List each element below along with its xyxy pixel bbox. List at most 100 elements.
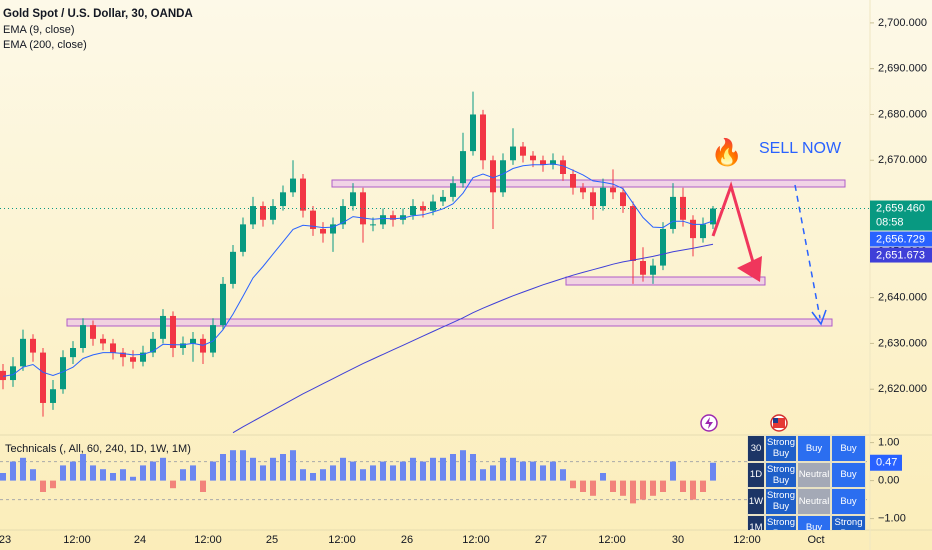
technicals-bar [330,465,336,481]
candle-body [360,192,366,225]
technicals-bar [90,465,96,481]
x-tick-label: 26 [401,534,413,546]
sell-arrow [711,181,759,277]
indicator-label: EMA (9, close) [3,24,75,36]
candle-body [520,146,526,156]
flag-canton [773,418,778,423]
technicals-bar [450,454,456,481]
x-tick-label: 25 [266,534,278,546]
x-tick-label: 12:00 [733,534,761,546]
candle-body [310,210,316,229]
technicals-bar [290,450,296,481]
candle-body [600,187,606,207]
technicals-bar [220,454,226,481]
technicals-bar [540,465,546,481]
target-arrow [794,184,821,319]
technicals-bar [560,469,566,481]
x-tick-label: 12:00 [462,534,490,546]
technicals-bar [430,457,436,481]
candle-body [350,192,356,207]
candle-body [610,187,616,193]
technicals-bar [80,454,86,481]
price-tag-label: 2,656.729 [876,233,925,245]
table-cell: Neutral [797,488,831,515]
candle-body [80,325,86,348]
technicals-bar [180,469,186,481]
table-cell: Strong Buy [765,435,797,462]
technicals-bar [610,480,616,492]
technicals-bar [480,469,486,481]
table-cell: 1D [747,461,765,488]
lightning [705,417,713,429]
y-tick-label: 2,680.000 [878,108,927,120]
x-tick-label: 12:00 [63,534,91,546]
candle-body [0,370,6,381]
technicals-bar [170,480,176,489]
technicals-bar [270,457,276,481]
candle-body [630,206,636,261]
table-cell: Strong Buy [765,461,797,488]
technicals-bar [390,465,396,481]
technicals-bar [70,461,76,481]
technicals-title: Technicals (, All, 60, 240, 1D, 1W, 1M) [5,443,191,455]
technicals-bar [500,457,506,481]
candle-body [420,206,426,211]
candle-body [490,160,496,193]
candle-body [90,325,96,339]
price-tag-label: 2,659.460 [876,202,925,214]
candle-body [110,343,116,353]
technicals-bar [710,462,716,481]
technicals-bar [60,465,66,481]
technicals-bar [420,461,426,481]
technicals-bar [0,473,6,481]
technicals-bar [280,454,286,481]
technicals-bar [100,469,106,481]
technicals-bar [670,461,676,481]
technicals-bar [630,480,636,504]
x-tick-label: 27 [535,534,547,546]
technicals-bar [690,480,696,500]
technicals-bar [410,457,416,481]
price-tag [870,200,932,231]
technicals-bar [140,465,146,481]
y-tick-label: 2,670.000 [878,154,927,166]
x-tick-label: 12:00 [328,534,356,546]
technicals-bar [40,480,46,492]
technicals-bar [460,450,466,481]
candle-body [560,160,566,174]
table-cell: Neutral [797,461,831,488]
technicals-bar [350,461,356,481]
candle-body [440,196,446,202]
technicals-bar [200,480,206,492]
price-tag [870,247,932,263]
y-tick-label: 2,690.000 [878,63,927,75]
table-cell: Buy [831,461,866,488]
technicals-bar [30,469,36,481]
technicals-bar [620,480,626,496]
candle-body [250,206,256,225]
technicals-bar [20,457,26,481]
candle-body [50,389,56,403]
technicals-bar [120,469,126,481]
technicals-bar [150,461,156,481]
candle-body [510,146,516,161]
candle-body [220,283,226,326]
indicator-label: EMA (200, close) [3,39,87,51]
sell-now-label: SELL NOW [759,140,842,157]
technicals-bar [250,457,256,481]
candle-body [450,183,456,197]
candle-body [700,224,706,239]
technicals-bar [530,461,536,481]
candle-body [30,338,36,353]
candle-body [670,196,676,229]
technicals-bar [190,465,196,481]
candle-body [620,192,626,207]
technicals-bar [400,461,406,481]
table-cell: 1W [747,488,765,515]
fire-icon: 🔥 [711,137,743,167]
candle-body [550,160,556,165]
technicals-bar [360,469,366,481]
candle-body [460,151,466,184]
x-tick-label: 23 [0,534,11,546]
